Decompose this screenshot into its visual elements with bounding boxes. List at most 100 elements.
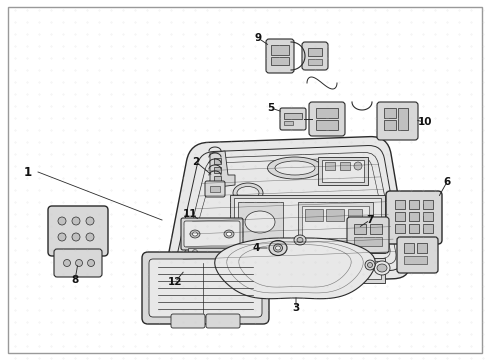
Ellipse shape <box>88 260 95 266</box>
Ellipse shape <box>64 260 71 266</box>
FancyBboxPatch shape <box>181 218 243 250</box>
Bar <box>258 264 278 276</box>
Bar <box>284 113 302 119</box>
Bar <box>286 264 306 276</box>
Ellipse shape <box>72 217 80 225</box>
Ellipse shape <box>269 240 287 256</box>
Bar <box>404 243 414 253</box>
Text: 2: 2 <box>193 157 199 167</box>
Text: 6: 6 <box>443 177 451 187</box>
Ellipse shape <box>72 233 80 241</box>
Bar <box>409 200 419 209</box>
Polygon shape <box>210 151 235 188</box>
Ellipse shape <box>297 238 303 243</box>
Bar <box>214 176 221 182</box>
Text: 9: 9 <box>254 33 262 43</box>
Bar <box>423 212 433 221</box>
Ellipse shape <box>237 186 259 199</box>
Bar <box>238 202 283 242</box>
Bar <box>271 45 289 55</box>
FancyBboxPatch shape <box>377 102 418 140</box>
Text: 5: 5 <box>268 103 274 113</box>
Ellipse shape <box>193 249 197 255</box>
Bar <box>188 248 236 256</box>
PathPatch shape <box>182 152 396 271</box>
Bar <box>214 158 221 164</box>
Ellipse shape <box>368 262 372 267</box>
FancyBboxPatch shape <box>386 191 442 244</box>
Ellipse shape <box>377 264 387 272</box>
Bar <box>417 243 427 253</box>
Bar <box>404 256 427 264</box>
FancyBboxPatch shape <box>347 217 389 253</box>
Ellipse shape <box>58 217 66 225</box>
Bar <box>224 261 381 279</box>
FancyBboxPatch shape <box>142 252 269 324</box>
Ellipse shape <box>268 157 322 179</box>
Ellipse shape <box>233 183 263 203</box>
Bar <box>398 108 408 130</box>
FancyBboxPatch shape <box>309 102 345 136</box>
Ellipse shape <box>226 232 231 236</box>
Bar <box>308 59 322 65</box>
Bar <box>322 160 364 182</box>
FancyBboxPatch shape <box>171 314 205 328</box>
Bar <box>423 224 433 233</box>
Bar <box>395 224 405 233</box>
Ellipse shape <box>75 260 82 266</box>
Bar <box>354 224 366 234</box>
Bar <box>316 108 338 118</box>
FancyBboxPatch shape <box>48 206 108 256</box>
Ellipse shape <box>365 260 375 270</box>
Bar <box>348 209 362 221</box>
Bar <box>423 200 433 209</box>
Ellipse shape <box>273 244 283 252</box>
Bar <box>316 120 338 130</box>
Polygon shape <box>215 238 375 299</box>
Text: 4: 4 <box>252 243 260 253</box>
Bar <box>325 162 335 170</box>
FancyBboxPatch shape <box>184 221 240 247</box>
Bar <box>220 258 385 283</box>
Bar <box>210 186 220 192</box>
Bar <box>342 264 362 276</box>
Bar <box>234 198 381 249</box>
Bar <box>395 212 405 221</box>
Bar <box>214 167 221 173</box>
Bar <box>314 264 334 276</box>
Ellipse shape <box>58 233 66 241</box>
Ellipse shape <box>245 211 275 233</box>
Bar <box>305 209 323 221</box>
Bar <box>395 200 405 209</box>
Bar <box>384 120 396 130</box>
PathPatch shape <box>165 136 410 287</box>
Ellipse shape <box>86 233 94 241</box>
FancyBboxPatch shape <box>54 249 102 277</box>
FancyBboxPatch shape <box>206 314 240 328</box>
Ellipse shape <box>374 261 390 275</box>
Bar <box>409 212 419 221</box>
Bar <box>308 48 322 56</box>
Text: 12: 12 <box>168 277 182 287</box>
Bar <box>284 121 293 125</box>
Bar <box>354 237 382 246</box>
Text: 11: 11 <box>183 209 197 219</box>
Text: 3: 3 <box>293 303 299 313</box>
Ellipse shape <box>275 246 280 250</box>
Text: 7: 7 <box>367 215 374 225</box>
FancyBboxPatch shape <box>397 237 438 273</box>
Bar <box>326 209 344 221</box>
Ellipse shape <box>193 232 197 236</box>
Text: 8: 8 <box>72 275 78 285</box>
Ellipse shape <box>185 267 199 280</box>
Ellipse shape <box>224 230 234 238</box>
Ellipse shape <box>190 230 200 238</box>
Bar <box>271 57 289 65</box>
FancyBboxPatch shape <box>266 39 294 73</box>
FancyBboxPatch shape <box>280 108 306 130</box>
Text: 10: 10 <box>418 117 432 127</box>
Bar <box>230 264 250 276</box>
Bar <box>298 202 373 242</box>
Text: 1: 1 <box>24 166 32 179</box>
Bar <box>370 224 382 234</box>
